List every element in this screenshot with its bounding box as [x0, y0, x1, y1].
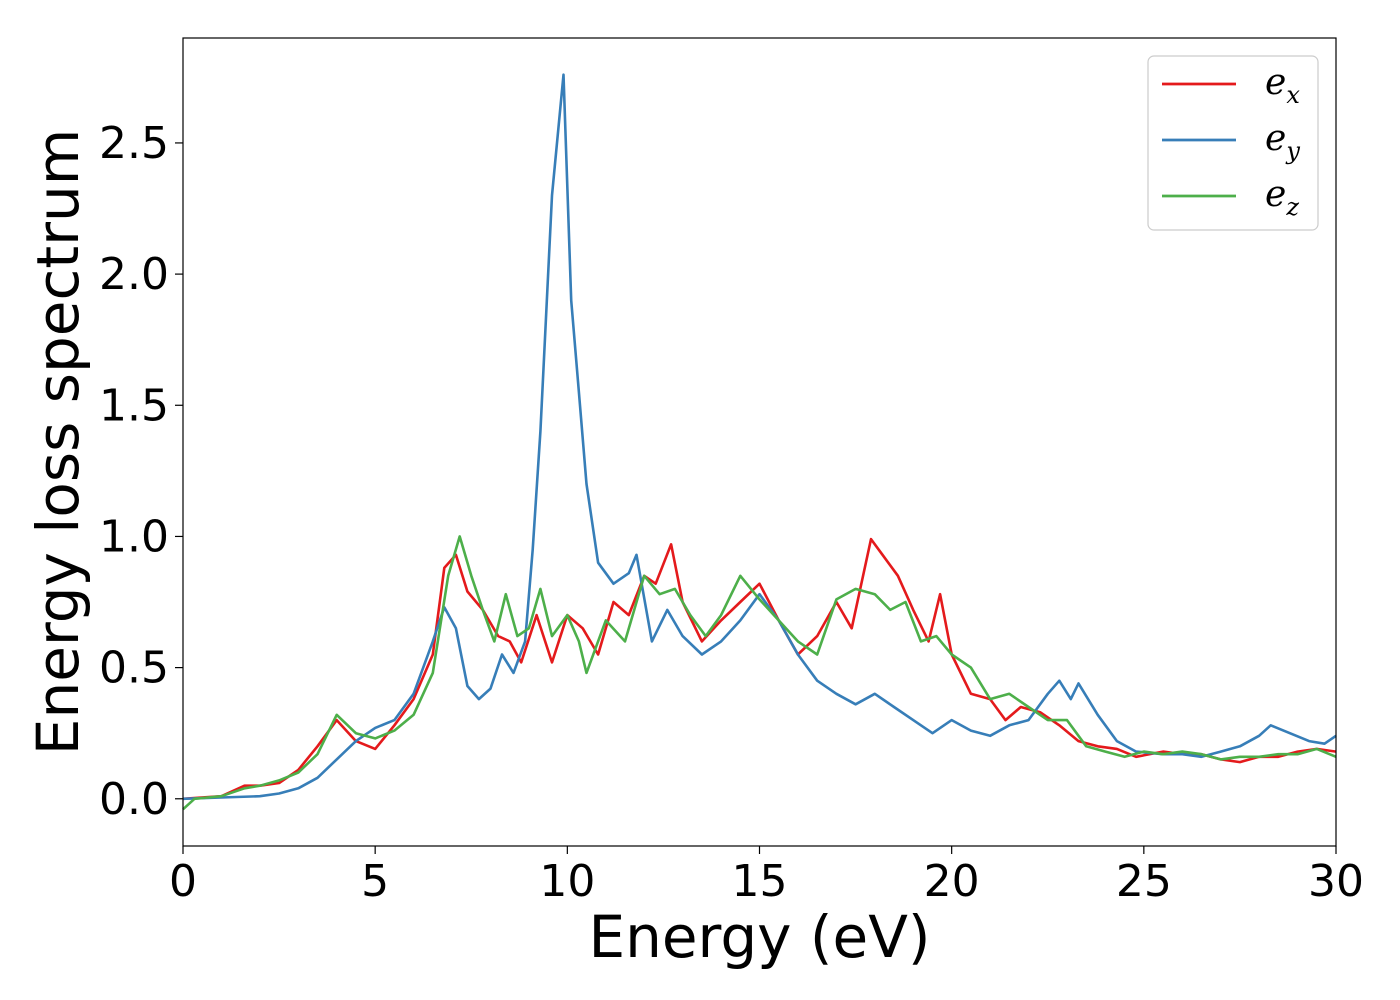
- series-layer: [182, 73, 1337, 811]
- legend-label-z: ez: [1265, 174, 1299, 221]
- y-tick-label: 2.5: [99, 118, 169, 169]
- x-tick-label: 10: [539, 856, 595, 907]
- y-axis-label: Energy loss spectrum: [24, 129, 92, 755]
- y-axis-ticks: 0.0 0.5 1.0 1.5 2.0 2.5: [99, 118, 183, 825]
- x-tick-label: 20: [924, 856, 980, 907]
- x-axis-label: Energy (eV): [588, 903, 930, 971]
- x-axis-ticks: 0 5 10 15 20 25 30: [169, 846, 1364, 907]
- series-line-x: [182, 537, 1337, 801]
- y-tick-label: 0.0: [99, 774, 169, 825]
- series-line-y: [182, 73, 1337, 801]
- y-tick-label: 2.0: [99, 249, 169, 300]
- legend: ex ey ez: [1147, 55, 1319, 231]
- legend-label-y: ey: [1265, 118, 1300, 165]
- x-tick-label: 25: [1116, 856, 1172, 907]
- x-tick-label: 5: [361, 856, 389, 907]
- x-tick-label: 0: [169, 856, 197, 907]
- x-tick-label: 15: [732, 856, 788, 907]
- x-tick-label: 30: [1308, 856, 1364, 907]
- legend-box: [1147, 55, 1319, 231]
- y-tick-label: 1.0: [99, 511, 169, 562]
- y-tick-label: 0.5: [99, 643, 169, 694]
- series-line-z: [182, 535, 1337, 811]
- y-tick-label: 1.5: [99, 380, 169, 431]
- legend-label-x: ex: [1265, 62, 1300, 109]
